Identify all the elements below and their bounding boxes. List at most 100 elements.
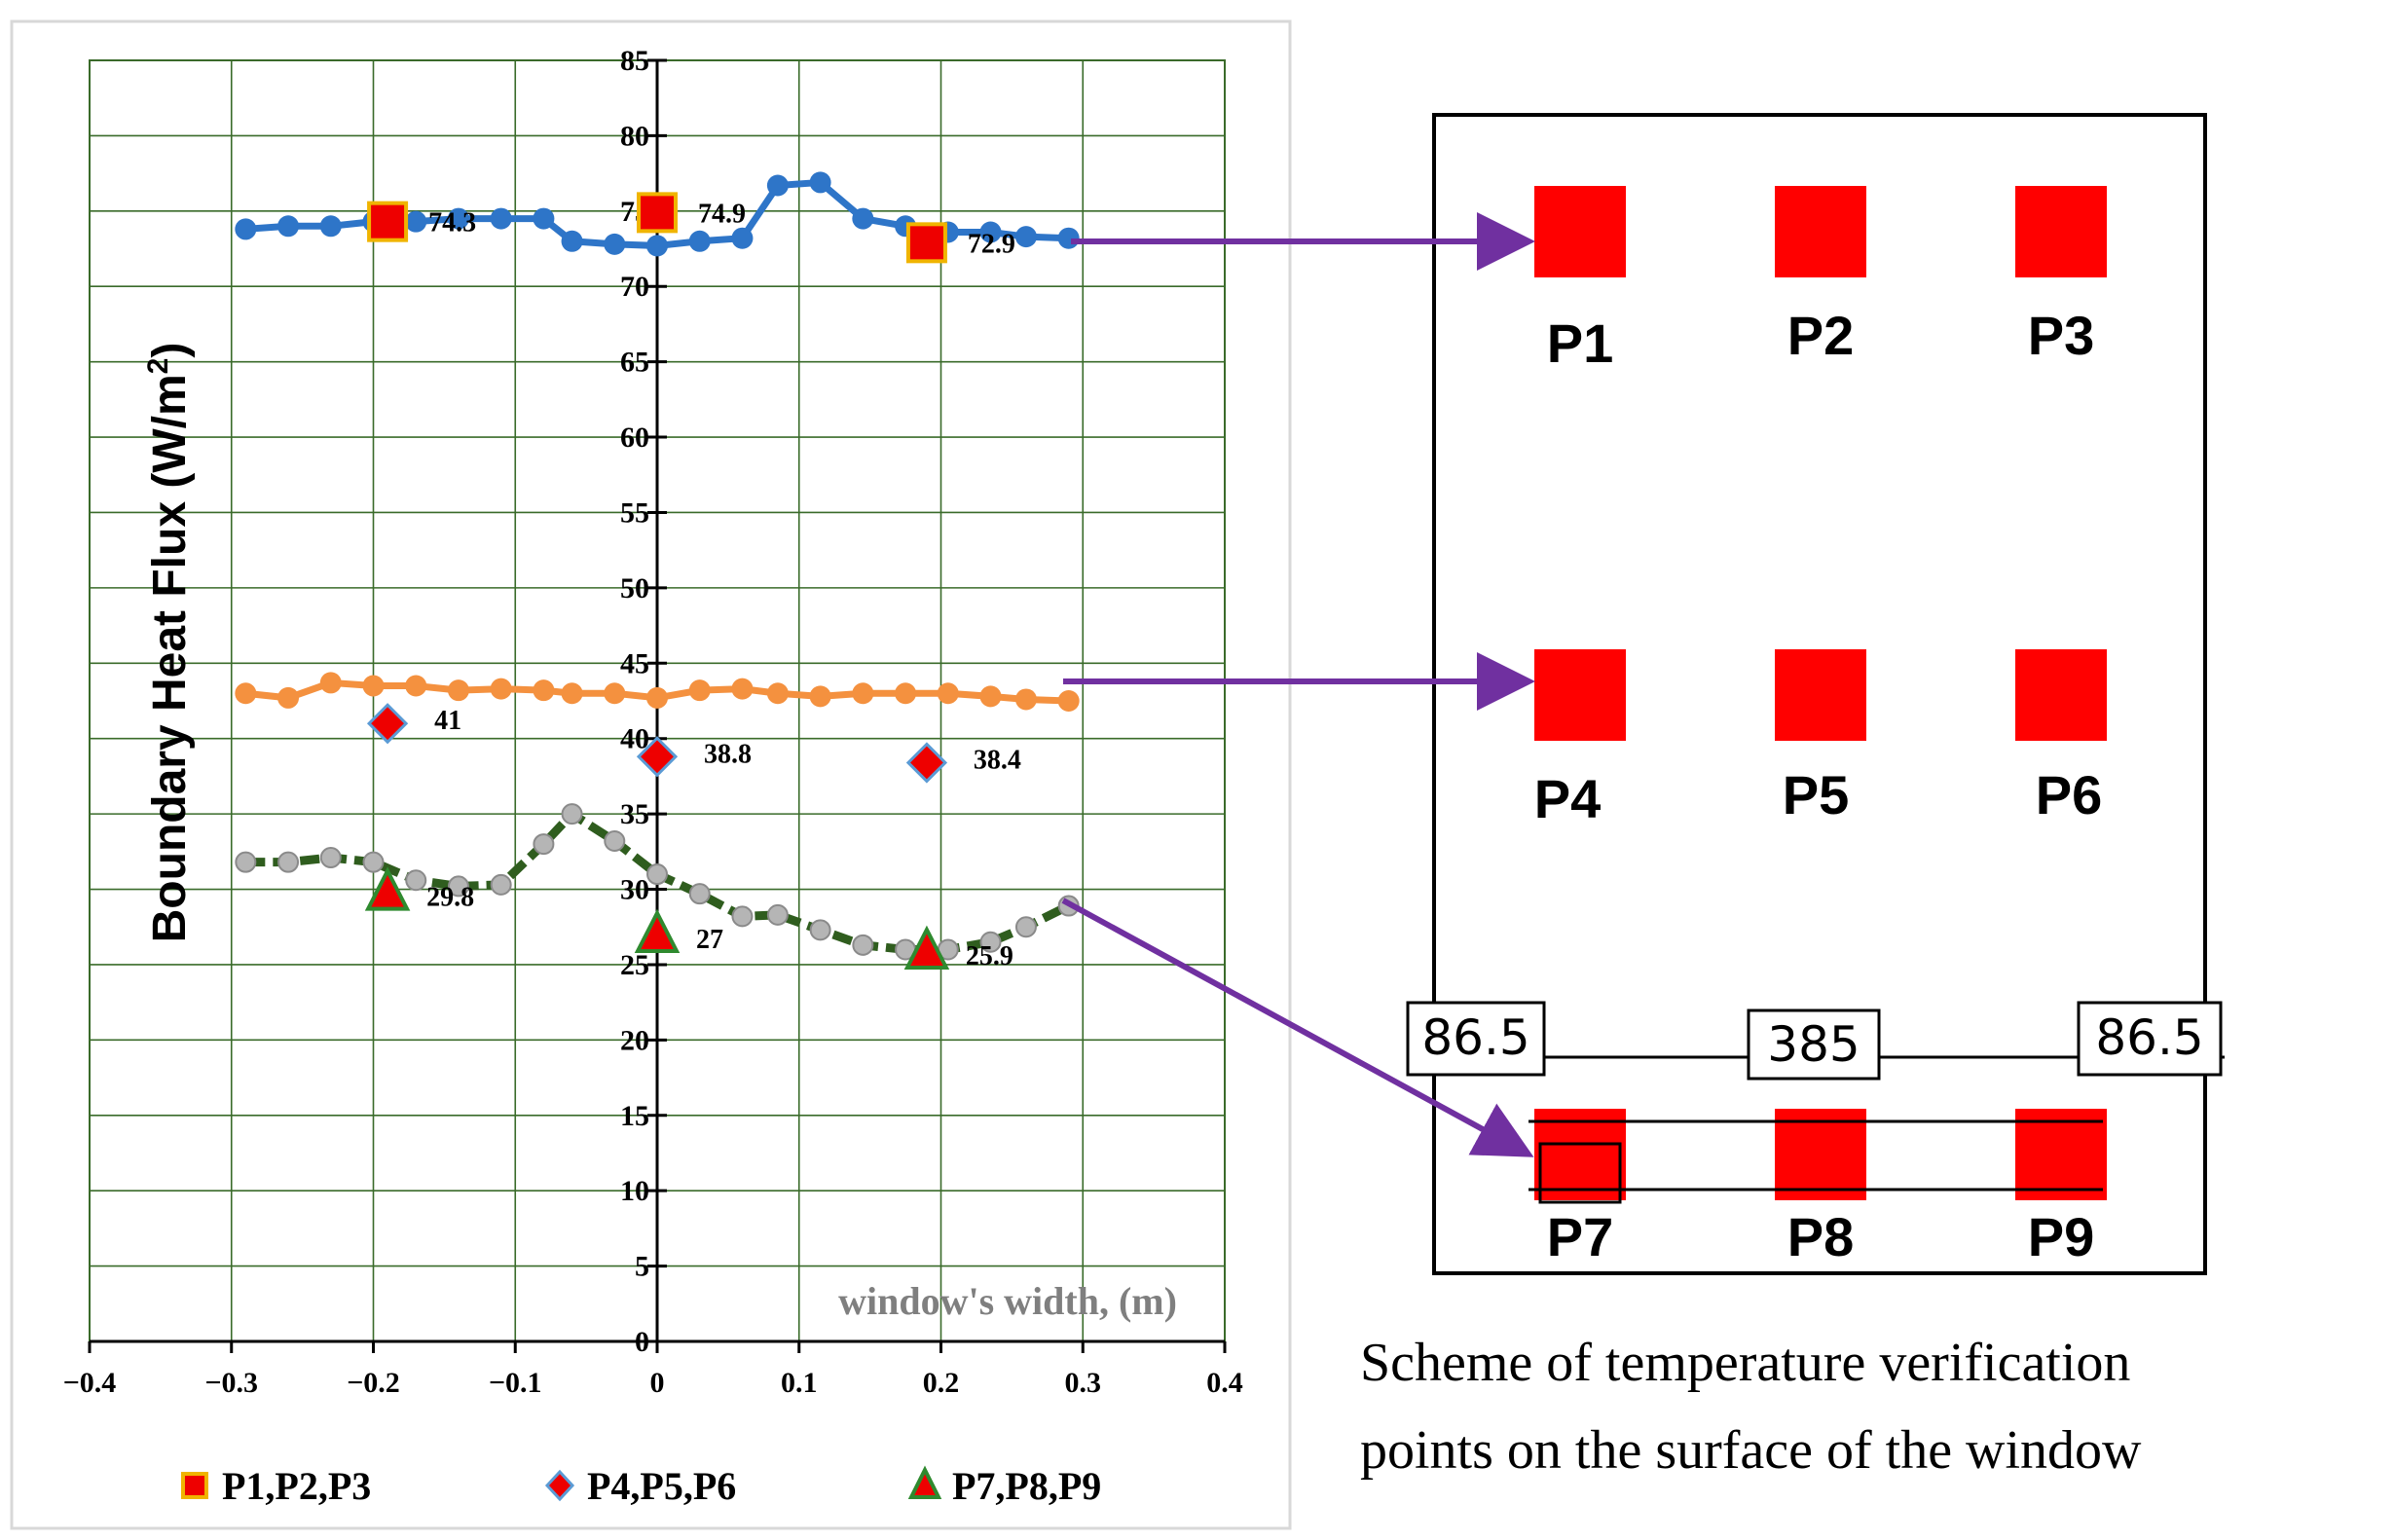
legend-triangle-icon — [907, 1465, 942, 1499]
series-point — [809, 685, 831, 708]
series-point — [1014, 916, 1037, 938]
series-point — [809, 171, 831, 194]
series-point — [688, 883, 711, 905]
series-point — [852, 207, 874, 230]
series-point — [1014, 688, 1037, 711]
series-point — [490, 873, 512, 896]
series-point — [766, 903, 789, 926]
scheme-point-p7 — [1534, 1109, 1626, 1200]
series-point — [561, 682, 583, 705]
y-tick-label: 30 — [620, 874, 649, 906]
dimension-label-middle: 385 — [1747, 1008, 1881, 1081]
scheme-point-p2 — [1775, 186, 1866, 277]
series-point — [405, 210, 427, 233]
x-tick-label: −0.1 — [489, 1367, 542, 1399]
legend-item-3: P7,P8,P9 — [907, 1464, 1101, 1508]
legend-item-2: P4,P5,P6 — [544, 1464, 736, 1508]
y-tick-label: 50 — [620, 572, 649, 605]
y-tick-label: 70 — [620, 271, 649, 303]
scheme-point-p3 — [2015, 186, 2107, 277]
legend: P1,P2,P3 P4,P5,P6 P7,P8,P9 — [181, 1464, 1101, 1508]
series-point — [362, 851, 385, 873]
series-point — [731, 227, 754, 249]
y-tick-label: 80 — [620, 120, 649, 152]
series-point — [646, 235, 668, 257]
series-point — [447, 875, 469, 898]
series-point — [688, 679, 711, 702]
scheme-point-p6 — [2015, 649, 2107, 741]
series-point — [979, 221, 1002, 243]
series-point — [277, 851, 300, 873]
window-outline — [1432, 113, 2207, 1275]
data-label: 38.8 — [704, 739, 752, 769]
series-point — [1057, 690, 1080, 712]
series-point — [362, 675, 385, 697]
series-point — [490, 207, 512, 230]
scheme-label-p8: P8 — [1787, 1206, 1855, 1267]
scheme-label-p7: P7 — [1547, 1206, 1614, 1267]
x-tick-labels: −0.4 −0.3 −0.2 −0.1 0 0.1 0.2 0.3 0.4 — [63, 1367, 1243, 1399]
x-tick-label: −0.4 — [63, 1367, 117, 1399]
scheme-label-p3: P3 — [2028, 305, 2095, 366]
data-label: 38.4 — [974, 745, 1021, 775]
series-point — [852, 934, 874, 956]
triangle-marker — [364, 866, 411, 911]
series-point — [731, 678, 754, 700]
data-label: 41 — [434, 706, 461, 736]
diamond-marker — [905, 742, 948, 784]
arrows — [1061, 212, 1535, 1157]
series-point — [277, 686, 300, 709]
svg-text:385: 385 — [1767, 1016, 1860, 1073]
series-point — [405, 869, 427, 892]
series-point — [731, 905, 754, 928]
y-tick-label: 10 — [620, 1175, 649, 1207]
scheme-label-p4: P4 — [1534, 768, 1602, 829]
series-point — [895, 682, 917, 705]
y-tick-label: 0 — [635, 1326, 649, 1358]
data-label: 74.9 — [698, 199, 746, 229]
data-label: 25.9 — [966, 941, 1013, 972]
data-label: 27 — [696, 925, 723, 955]
series-point — [533, 679, 555, 702]
x-tick-label: 0 — [650, 1367, 665, 1399]
dimension-label-right: 86.5 — [2077, 1001, 2223, 1077]
series-point — [766, 682, 789, 705]
y-tick-label: 60 — [620, 422, 649, 454]
scheme-point-p1 — [1534, 186, 1626, 277]
diamond-marker — [366, 703, 409, 745]
series-point — [604, 682, 626, 705]
triangle-marker — [903, 925, 950, 971]
scheme-point-p9 — [2015, 1109, 2107, 1200]
data-label: 29.8 — [426, 883, 474, 913]
scheme-point-p4 — [1534, 649, 1626, 741]
square-marker — [905, 222, 947, 264]
x-tick-label: 0.4 — [1206, 1367, 1243, 1399]
series-point — [319, 847, 342, 869]
y-tick-label: 85 — [620, 45, 649, 77]
series-2 — [235, 672, 1080, 712]
x-tick-label: −0.2 — [347, 1367, 400, 1399]
verification-group-1: 74.3 74.9 72.9 — [367, 192, 1015, 264]
series-point — [405, 675, 427, 697]
series-point — [604, 829, 626, 852]
x-axis-label: window's width, (m) — [838, 1279, 1177, 1323]
y-tick-label: 45 — [620, 647, 649, 679]
y-tick-label: 15 — [620, 1100, 649, 1132]
triangle-marker — [634, 908, 681, 953]
series-point — [766, 174, 789, 197]
scheme-label-p2: P2 — [1787, 305, 1855, 366]
series-point — [533, 207, 555, 230]
series-point — [646, 686, 668, 709]
series-point — [937, 682, 959, 705]
series-point — [809, 919, 831, 941]
legend-item-1: P1,P2,P3 — [181, 1464, 371, 1508]
caption-line-2: points on the surface of the window — [1360, 1420, 2142, 1481]
legend-label: P4,P5,P6 — [587, 1464, 736, 1508]
series-point — [319, 672, 342, 694]
series-point — [1057, 227, 1080, 249]
dimension-label-left: 86.5 — [1406, 1001, 1546, 1077]
svg-text:86.5: 86.5 — [1421, 1009, 1529, 1066]
